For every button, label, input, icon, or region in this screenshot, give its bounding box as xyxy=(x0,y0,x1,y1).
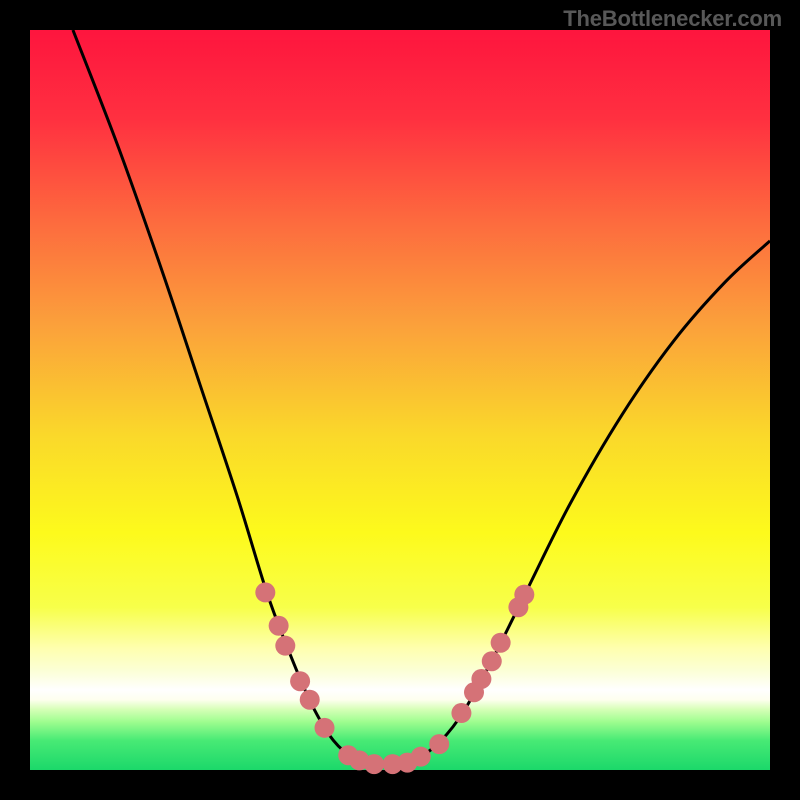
chart-container: TheBottlenecker.com xyxy=(0,0,800,800)
data-marker xyxy=(255,582,275,602)
data-marker xyxy=(411,747,431,767)
data-marker xyxy=(315,718,335,738)
data-marker xyxy=(482,651,502,671)
data-marker xyxy=(290,671,310,691)
data-marker xyxy=(429,734,449,754)
data-marker xyxy=(514,585,534,605)
data-marker xyxy=(269,616,289,636)
data-marker xyxy=(471,669,491,689)
data-marker xyxy=(275,636,295,656)
bottleneck-curve xyxy=(73,30,770,765)
data-marker xyxy=(364,754,384,774)
data-marker xyxy=(451,703,471,723)
plot-svg xyxy=(0,0,800,800)
data-marker xyxy=(300,690,320,710)
data-marker xyxy=(491,633,511,653)
watermark-text: TheBottlenecker.com xyxy=(563,6,782,32)
data-markers xyxy=(255,582,534,774)
